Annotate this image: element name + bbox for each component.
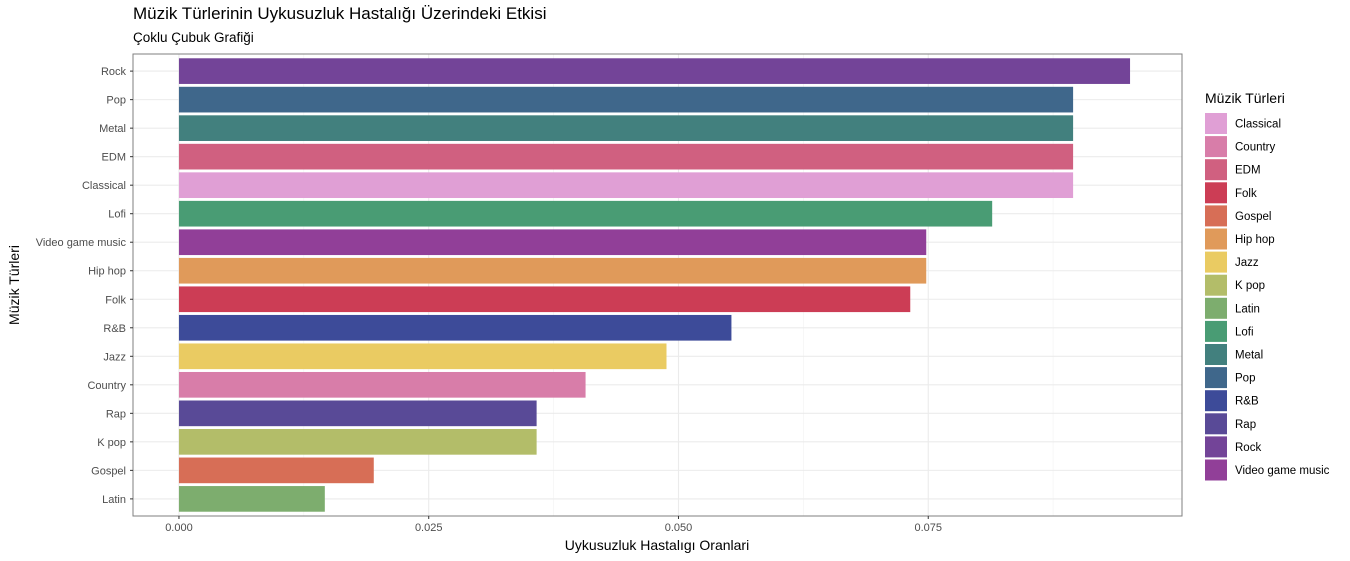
y-tick-label: Classical [82,180,126,192]
legend-key-rock [1205,436,1227,458]
y-tick-label: Latin [102,494,126,506]
y-tick-label: Rap [106,408,126,420]
y-tick-label: Pop [106,95,126,107]
bar-edm [178,143,1074,170]
y-tick-label: Country [87,380,126,392]
y-axis-title: Müzik Türleri [6,245,22,325]
y-tick-label: EDM [102,152,126,164]
bar-latin [178,486,325,512]
x-tick-label: 0.025 [415,522,443,534]
legend-key-hip-hop [1205,228,1227,250]
bar-k-pop [178,429,537,455]
legend-label: Video game music [1235,465,1330,477]
legend-label: Classical [1235,119,1281,131]
legend-label: Latin [1235,303,1260,315]
y-tick-label: Rock [101,66,127,78]
legend-label: Country [1235,142,1276,154]
x-tick-label: 0.075 [914,522,942,534]
legend-label: Folk [1235,188,1257,200]
y-tick-label: Jazz [103,351,126,363]
y-tick-label: Metal [99,123,126,135]
x-tick-label: 0.000 [165,522,193,534]
legend-key-metal [1205,344,1227,365]
legend-label: Gospel [1235,211,1271,223]
bar-metal [178,115,1074,141]
bar-classical [178,172,1074,199]
y-tick-label: Lofi [108,209,126,221]
legend-key-gospel [1205,205,1227,227]
legend-label: K pop [1235,280,1265,292]
chart-subtitle: Çoklu Çubuk Grafiği [133,30,254,45]
x-axis-ticks: 0.000 0.025 0.050 0.075 [165,516,942,534]
bar-folk [178,286,911,313]
legend-label: Hip hop [1235,234,1275,246]
legend-label: EDM [1235,165,1261,177]
legend-key-classical [1205,113,1227,134]
legend-label: Lofi [1235,326,1254,338]
legend-label: Metal [1235,350,1263,362]
x-tick-label: 0.050 [665,522,693,534]
y-tick-label: Folk [105,294,126,306]
y-tick-label: Gospel [91,465,126,477]
legend-key-pop [1205,367,1227,389]
legend-key-lofi [1205,320,1227,342]
y-tick-label: Hip hop [88,266,126,278]
legend: Classical Country EDM Folk Gospel Hip hop Jazz… [1205,113,1330,481]
bar-country [178,371,586,398]
legend-key-k-pop [1205,274,1227,296]
y-tick-label: Video game music [36,237,127,249]
x-axis-title: Uykusuzluk Hastalıgı Oranlari [565,537,749,553]
y-axis-ticks: Rock Pop Metal EDM Classical Lofi Video game m… [36,66,133,506]
bar-jazz [178,343,667,370]
legend-key-country [1205,136,1227,158]
bar-lofi [178,200,993,227]
legend-label: Rock [1235,442,1261,454]
bar-rap [178,400,537,427]
legend-label: Rap [1235,419,1256,431]
legend-label: Pop [1235,373,1255,385]
bars [178,58,1131,512]
legend-key-rap [1205,413,1227,435]
legend-key-video-game-music [1205,459,1227,481]
plot-panel-border [132,53,1183,517]
y-tick-label: K pop [97,437,126,449]
bar-hip-hop [178,257,927,284]
legend-key-jazz [1205,251,1227,273]
legend-title: Müzik Türleri [1205,90,1285,106]
legend-key-randb [1205,390,1227,412]
y-tick-label: R&B [103,323,126,335]
bar-gospel [178,457,374,484]
bar-pop [178,86,1074,113]
legend-key-folk [1205,182,1227,204]
bar-video-game-music [178,229,927,256]
legend-label: Jazz [1235,257,1259,269]
legend-label: R&B [1235,396,1259,408]
legend-key-latin [1205,297,1227,319]
chart-title: Müzik Türlerinin Uykusuzluk Hastalığı Üz… [133,4,547,23]
bar-randb [178,314,732,341]
legend-key-edm [1205,159,1227,181]
bar-rock [178,58,1131,84]
